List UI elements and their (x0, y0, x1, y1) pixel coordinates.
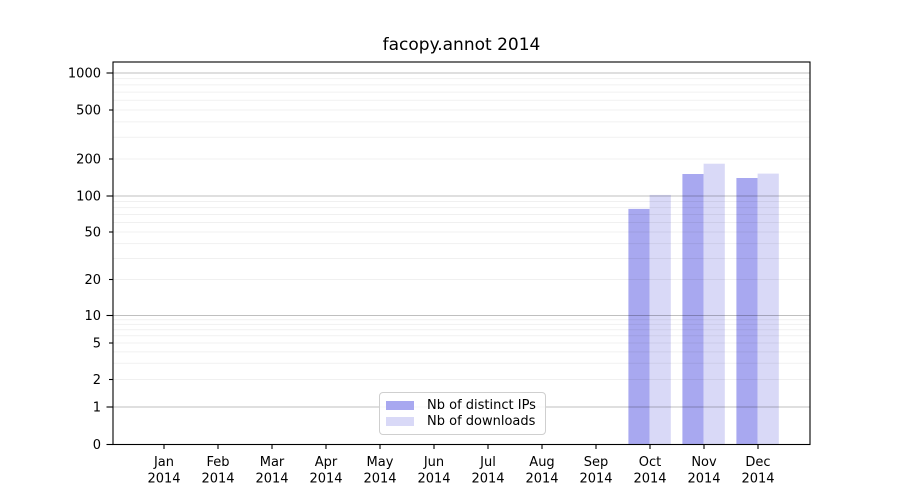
y-tick-label: 100 (76, 190, 101, 205)
x-tick-label-month: Sep (584, 455, 609, 470)
x-tick-label-month: Dec (745, 455, 770, 470)
x-tick-label-year: 2014 (255, 472, 288, 487)
x-tick-label-year: 2014 (633, 472, 666, 487)
x-tick-label-year: 2014 (579, 472, 612, 487)
x-tick-label-month: Nov (691, 455, 717, 470)
legend-item-distinct-ips: Nb of distinct IPs (386, 397, 537, 413)
x-tick-label-month: Jun (423, 455, 444, 470)
x-tick-label-year: 2014 (525, 472, 558, 487)
bar-nov-downloads (703, 163, 725, 445)
x-tick-label-year: 2014 (309, 472, 342, 487)
x-tick-label-month: Aug (529, 455, 554, 470)
y-tick-label: 50 (84, 226, 101, 241)
x-tick-label-month: Jan (153, 455, 174, 470)
x-tick-label-year: 2014 (417, 472, 450, 487)
x-tick-label-year: 2014 (687, 472, 720, 487)
legend-swatch-distinct-ips (386, 400, 414, 410)
bar-oct-downloads (649, 194, 671, 445)
y-tick-label: 5 (93, 337, 101, 352)
x-tick-label-year: 2014 (201, 472, 234, 487)
x-tick-label-month: Mar (260, 455, 285, 470)
x-tick-label-year: 2014 (471, 472, 504, 487)
y-tick-label: 10 (84, 309, 101, 324)
y-tick-label: 1 (93, 401, 101, 416)
x-tick-label-year: 2014 (741, 472, 774, 487)
x-tick-label-month: Apr (315, 455, 338, 470)
legend-label-distinct-ips: Nb of distinct IPs (427, 397, 536, 413)
legend-swatch-downloads (386, 416, 414, 426)
y-tick-label: 500 (76, 104, 101, 119)
x-tick-label-year: 2014 (363, 472, 396, 487)
y-tick-label: 20 (84, 273, 101, 288)
y-tick-label: 1000 (68, 67, 101, 82)
y-tick-label: 200 (76, 153, 101, 168)
y-tick-label: 0 (93, 438, 101, 453)
plot-border (112, 61, 811, 446)
x-tick-label-month: May (367, 455, 394, 470)
bar-nov-distinct-ips (682, 174, 704, 445)
legend: Nb of distinct IPs Nb of downloads (379, 392, 546, 435)
bar-dec-distinct-ips (736, 178, 758, 445)
chart-title: facopy.annot 2014 (382, 35, 541, 55)
x-tick-label-month: Oct (639, 455, 661, 470)
x-tick-label-month: Jul (479, 455, 496, 470)
bar-dec-downloads (757, 173, 779, 445)
legend-item-downloads: Nb of downloads (386, 413, 537, 429)
legend-label-downloads: Nb of downloads (427, 413, 536, 429)
bar-oct-distinct-ips (628, 208, 650, 445)
x-tick-label-month: Feb (206, 455, 229, 470)
y-tick-label: 2 (93, 373, 101, 388)
x-tick-label-year: 2014 (147, 472, 180, 487)
